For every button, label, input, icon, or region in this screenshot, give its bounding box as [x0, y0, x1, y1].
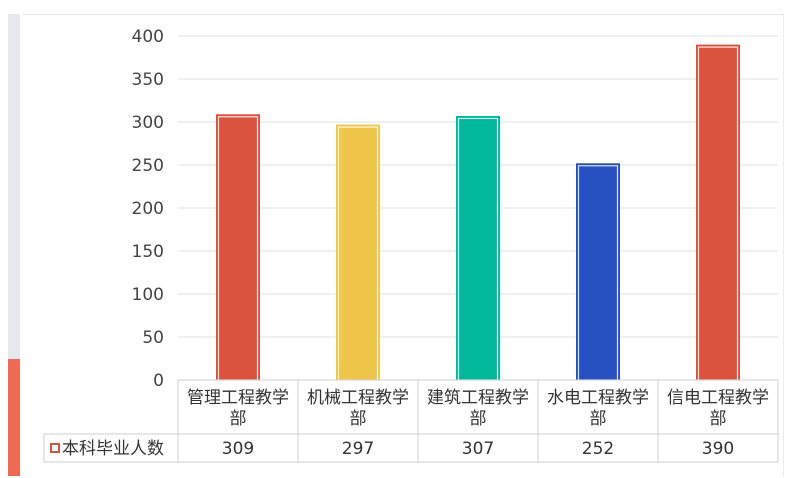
data-value-label: 252: [582, 439, 614, 459]
bar[interactable]: [576, 163, 620, 381]
data-value-label: 307: [462, 439, 494, 459]
bar[interactable]: [216, 114, 260, 381]
y-tick-label: 250: [132, 156, 164, 176]
scrollbar-thumb[interactable]: [8, 359, 20, 476]
chart-card: [22, 14, 784, 476]
x-category-label: 机械工程教学部: [307, 388, 409, 429]
bar[interactable]: [456, 115, 500, 381]
x-category-label: 信电工程教学部: [667, 388, 769, 429]
legend-series-name: 本科毕业人数: [62, 439, 164, 459]
y-tick-label: 300: [132, 113, 164, 133]
y-tick-label: 200: [132, 199, 164, 219]
data-value-label: 309: [222, 439, 254, 459]
y-tick-label: 350: [132, 70, 164, 90]
y-tick-label: 100: [132, 285, 164, 305]
y-tick-label: 50: [142, 328, 164, 348]
legend-marker: [50, 443, 60, 453]
bar[interactable]: [696, 44, 740, 381]
y-tick-label: 150: [132, 242, 164, 262]
bars: [216, 44, 740, 381]
y-tick-label: 0: [153, 371, 164, 391]
bar[interactable]: [336, 124, 380, 381]
x-category-label: 管理工程教学部: [187, 388, 289, 429]
x-category-label: 水电工程教学部: [547, 388, 649, 429]
data-value-label: 297: [342, 439, 374, 459]
data-table: 管理工程教学部机械工程教学部建筑工程教学部水电工程教学部信电工程教学部本科毕业人…: [43, 379, 779, 463]
y-tick-label: 400: [132, 27, 164, 47]
x-category-label: 建筑工程教学部: [427, 388, 529, 429]
data-value-label: 390: [702, 439, 734, 459]
y-axis: 0 50 100 150 200 250 300 350 400: [132, 27, 164, 391]
